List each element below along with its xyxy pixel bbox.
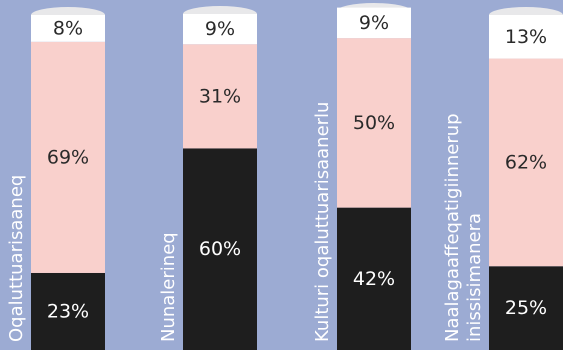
bar-segment-3 <box>31 15 105 42</box>
category-label: inissisimanera <box>464 213 485 342</box>
bar-value-label: 23% <box>47 300 89 322</box>
bar-segment-1 <box>31 272 105 350</box>
bar-value-label: 25% <box>505 297 547 319</box>
bar-segment-2 <box>337 38 411 208</box>
bar-segment-1 <box>489 266 563 350</box>
bar-segment-3 <box>183 14 257 45</box>
bar-value-label: 60% <box>199 238 241 260</box>
bar-value-label: 50% <box>353 112 395 134</box>
bar-group-1: 23% 69% 8% Oqaluttuarisaaneq <box>6 7 105 350</box>
category-label: Naalagaaffeqatigiinnerup <box>442 113 463 342</box>
bar-segment-3 <box>489 15 563 59</box>
bar-segment-3 <box>337 7 411 39</box>
bar-group-2: 60% 31% 9% Nunalerineq <box>158 6 257 350</box>
bar-value-label: 31% <box>199 85 241 107</box>
bar-segment-2 <box>183 44 257 149</box>
bar-segment-1 <box>183 148 257 350</box>
category-label: Kulturi oqaluttuarisaanerlu <box>312 102 333 342</box>
bar-value-label: 69% <box>47 146 89 168</box>
bar-value-label: 62% <box>505 151 547 173</box>
category-label: Oqaluttuarisaaneq <box>6 175 27 342</box>
bar-value-label: 9% <box>359 12 389 34</box>
bar-value-label: 13% <box>505 26 547 48</box>
bar-segment-1 <box>337 207 411 350</box>
bar-group-3: 42% 50% 9% Kulturi oqaluttuarisaanerlu <box>312 3 411 350</box>
category-label: Nunalerineq <box>158 232 179 342</box>
bar-segment-2 <box>31 41 105 273</box>
bar-group-4: 25% 62% 13% Naalagaaffeqatigiinnerup inissis… <box>442 7 563 350</box>
bar-value-label: 8% <box>53 17 83 39</box>
bar-value-label: 9% <box>205 18 235 40</box>
bar-value-label: 42% <box>353 268 395 290</box>
bar-segment-2 <box>489 58 563 267</box>
